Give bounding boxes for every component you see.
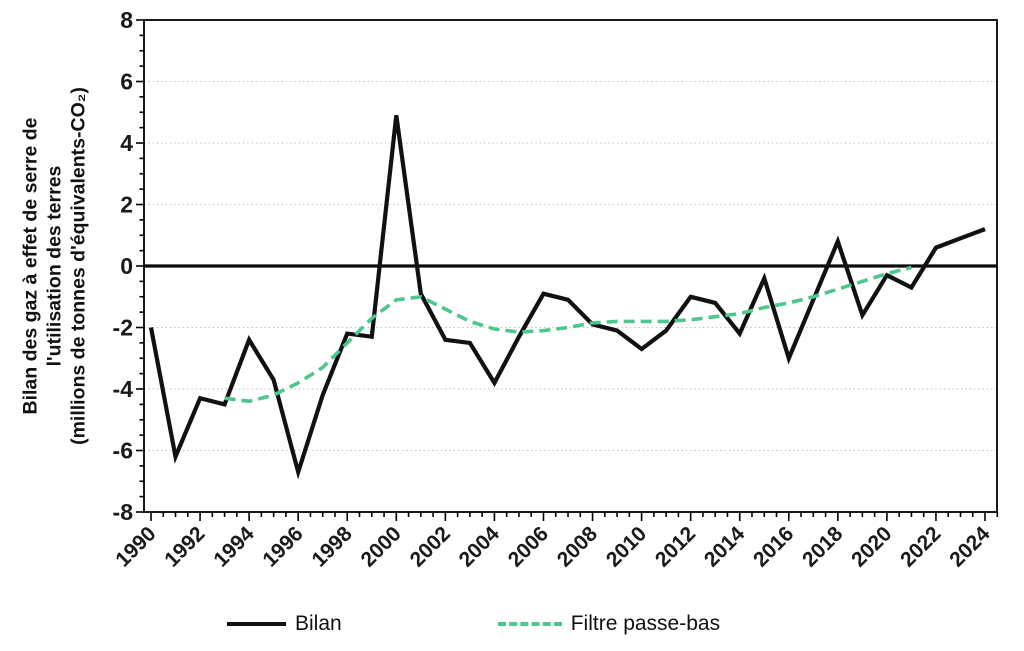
y-tick-label: 2 [120, 192, 133, 218]
x-tick-label: 2022 [896, 522, 945, 571]
gridlines [144, 81, 997, 451]
x-tick-label: 2006 [504, 522, 553, 571]
x-tick-label: 2010 [602, 522, 651, 571]
legend-item-bilan: Bilan [227, 612, 342, 636]
legend-label-bilan: Bilan [295, 612, 342, 635]
y-tick-label: -6 [113, 438, 133, 464]
x-tick-label: 1990 [111, 522, 160, 571]
x-tick-label: 2012 [651, 522, 700, 571]
y-tick-label: -4 [113, 376, 134, 402]
y-tick-label: 8 [120, 7, 133, 33]
legend: Bilan Filtre passe-bas [227, 612, 720, 636]
y-axis-title: Bilan des gaz à effet de serre de l'util… [19, 87, 90, 445]
x-tick-label: 2008 [553, 522, 603, 572]
y-axis-title-line-2: l'utilisation des terres [43, 165, 66, 367]
x-tick-label: 1994 [209, 522, 259, 572]
x-tick-label: 2020 [847, 522, 896, 571]
bilan-line-swatch [227, 622, 286, 626]
x-tick-label: 2016 [749, 522, 798, 571]
x-axis-tick-labels: 1990 1992 1994 1996 1998 2000 2002 2004 2006 2008… [111, 522, 995, 572]
filtre-passe-bas-line-swatch [497, 622, 562, 626]
x-tick-label: 2002 [406, 522, 455, 571]
legend-label-filtre-passe-bas: Filtre passe-bas [570, 612, 721, 635]
y-tick-label: -8 [113, 499, 134, 525]
x-tick-label: 1998 [307, 522, 357, 572]
y-axis-title-line-3: (millions de tonnes d'équivalents-CO₂) [66, 87, 89, 445]
y-tick-label: 0 [120, 253, 133, 279]
x-tick-label: 2014 [700, 522, 750, 572]
filtre-passe-bas-line [224, 265, 912, 404]
y-tick-label: 4 [120, 130, 133, 156]
bilan-line [148, 115, 986, 480]
y-axis-tick-labels: 8 6 4 2 0 -2 -4 -6 -8 [113, 7, 134, 525]
x-tick-label: 2018 [798, 522, 848, 572]
x-tick-label: 2004 [455, 522, 505, 572]
x-tick-label: 1996 [258, 522, 307, 571]
y-axis-title-line-1: Bilan des gaz à effet de serre de [19, 117, 42, 415]
axis-ticks [136, 19, 999, 521]
x-tick-label: 2000 [357, 522, 406, 571]
y-tick-label: 6 [120, 69, 133, 95]
legend-item-filtre-passe-bas: Filtre passe-bas [497, 612, 721, 636]
y-tick-label: -2 [113, 315, 133, 341]
x-tick-label: 2024 [945, 522, 995, 572]
x-tick-label: 1992 [160, 522, 209, 571]
